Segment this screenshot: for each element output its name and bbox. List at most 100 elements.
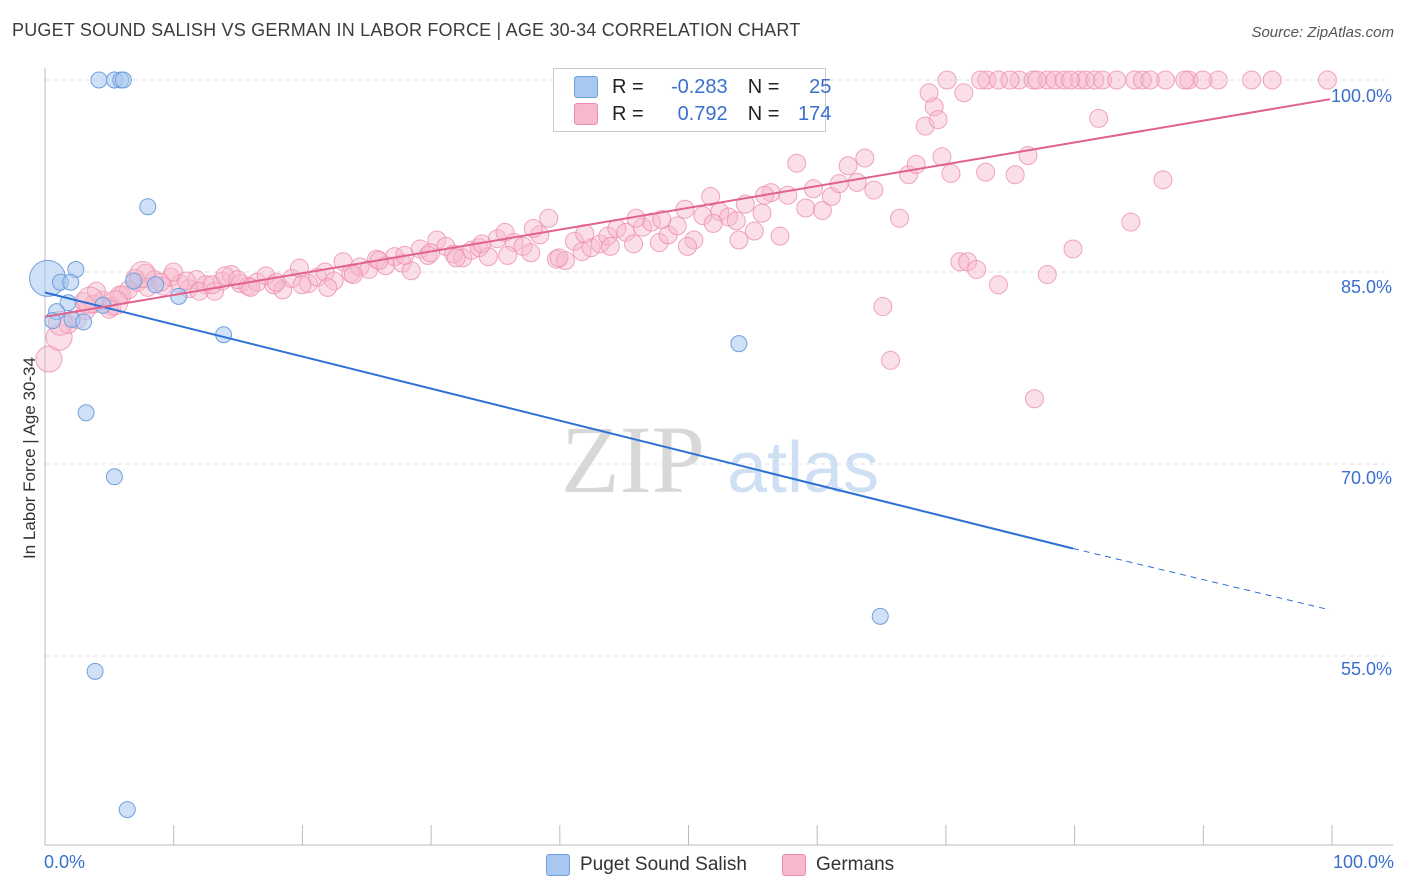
germans-point: [703, 213, 723, 233]
germans-point: [498, 245, 518, 265]
germans-point: [1153, 170, 1173, 190]
germans-point: [539, 208, 559, 228]
germans-point: [976, 162, 996, 182]
legend-r-value: -0.283: [670, 75, 728, 98]
y-tick-70: 70.0%: [1340, 468, 1392, 488]
x-tick-max: 100.0%: [1332, 852, 1394, 872]
germans-point: [1156, 70, 1176, 90]
salish-point: [86, 662, 104, 680]
germans-point: [1121, 212, 1141, 232]
legend-row-germans: R = 0.792 N = 174: [574, 101, 831, 127]
legend-n-label: N =: [747, 102, 780, 125]
salish-point: [730, 335, 748, 353]
germans-point: [513, 236, 533, 256]
germans-point: [35, 345, 63, 373]
germans-point: [1024, 389, 1044, 409]
germans-point: [564, 231, 584, 251]
germans-point: [1005, 165, 1025, 185]
bottom-legend-germans: Germans: [782, 852, 894, 878]
germans-point: [967, 259, 987, 279]
germans-point: [624, 234, 644, 254]
germans-point: [864, 180, 884, 200]
watermark-zip: ZIP: [561, 406, 705, 513]
germans-point: [1193, 70, 1213, 90]
germans-point: [803, 179, 823, 199]
germans-point: [176, 271, 196, 291]
germans-point: [1063, 239, 1083, 259]
bottom-legend-salish: Puget Sound Salish: [546, 852, 747, 878]
y-tick-100: 100.0%: [1330, 86, 1392, 106]
germans-point: [1089, 108, 1109, 128]
germans-point: [264, 275, 284, 295]
germans-point: [1054, 70, 1074, 90]
germans-point: [600, 236, 620, 256]
legend-row-salish: R = -0.283 N = 25: [574, 74, 831, 100]
germans-points: [35, 70, 1337, 409]
germans-point: [1317, 70, 1337, 90]
salish-trend-extension: [1072, 547, 1331, 611]
germans-point: [847, 172, 867, 192]
germans-point: [778, 185, 798, 205]
germans-point: [1125, 70, 1145, 90]
axes: [44, 68, 1393, 846]
legend-n-value: 25: [809, 75, 832, 98]
legend-swatch-blue: [574, 76, 598, 98]
germans-point: [1242, 70, 1262, 90]
germans-point: [924, 97, 944, 117]
germans-point: [937, 70, 957, 90]
salish-point: [90, 71, 108, 89]
germans-point: [1107, 70, 1127, 90]
germans-point: [1140, 70, 1160, 90]
salish-point: [77, 404, 95, 422]
trend-lines: [44, 98, 1331, 611]
watermark: ZIP atlas: [561, 406, 879, 513]
germans-trend-line: [44, 98, 1331, 318]
germans-point: [549, 248, 569, 268]
germans-point: [521, 243, 541, 263]
germans-point: [215, 266, 235, 286]
germans-point: [988, 275, 1008, 295]
germans-point: [1093, 70, 1113, 90]
bottom-legend-label-salish: Puget Sound Salish: [580, 854, 747, 875]
germans-point: [970, 70, 990, 90]
legend-swatch-pink: [574, 103, 598, 125]
germans-point: [977, 70, 997, 90]
germans-point: [1060, 70, 1080, 90]
salish-point: [147, 276, 165, 294]
x-tick-min: 0.0%: [44, 852, 86, 872]
germans-point: [941, 163, 961, 183]
germans-point: [873, 297, 893, 317]
germans-point: [343, 265, 363, 285]
germans-point: [812, 201, 832, 221]
germans-point: [950, 252, 970, 272]
germans-point: [1208, 70, 1228, 90]
salish-point: [139, 198, 157, 216]
germans-point: [954, 83, 974, 103]
germans-point: [652, 210, 672, 230]
source-label: Source: ZipAtlas.com: [1251, 24, 1394, 41]
salish-point: [62, 273, 80, 291]
germans-point: [796, 198, 816, 218]
germans-point: [1132, 70, 1152, 90]
germans-point: [701, 186, 721, 206]
germans-point: [1262, 70, 1282, 90]
salish-point: [170, 287, 188, 305]
germans-point: [855, 148, 875, 168]
chart-title: PUGET SOUND SALISH VS GERMAN IN LABOR FO…: [12, 20, 801, 40]
y-tick-55: 55.0%: [1340, 659, 1392, 679]
germans-point: [919, 83, 939, 103]
germans-point: [1027, 70, 1047, 90]
germans-point: [752, 203, 772, 223]
legend-r-value: 0.792: [677, 102, 728, 125]
germans-point: [1175, 70, 1195, 90]
grid-lines: [45, 79, 1390, 657]
y-tick-85: 85.0%: [1340, 277, 1392, 297]
germans-point: [881, 350, 901, 370]
germans-point: [1000, 70, 1020, 90]
germans-point: [890, 208, 910, 228]
salish-point: [75, 313, 93, 331]
germans-point: [729, 230, 749, 250]
bottom-legend-label-germans: Germans: [816, 854, 895, 875]
germans-point: [726, 211, 746, 231]
salish-point: [118, 801, 136, 819]
